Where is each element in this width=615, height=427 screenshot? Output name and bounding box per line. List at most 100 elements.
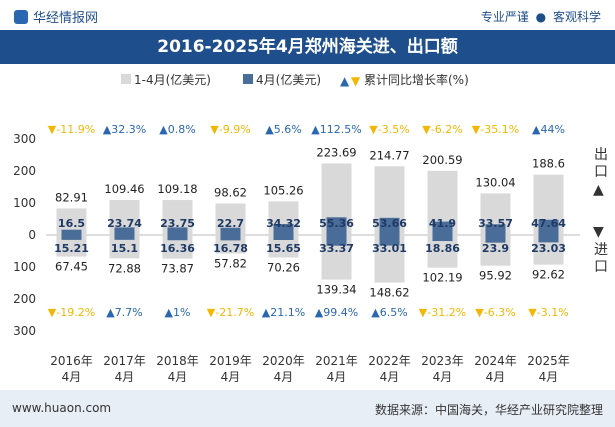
import-cum-label: 70.26 (267, 260, 300, 274)
export-cum-label: 214.77 (369, 148, 409, 162)
import-cum-label: 102.19 (422, 271, 462, 285)
x-tick-label-line2: 4月 (433, 370, 453, 384)
x-tick-label-line1: 2017年 (103, 354, 146, 368)
import-month-bar (114, 235, 135, 240)
export-month-bar (273, 224, 294, 235)
x-tick-label-line1: 2016年 (50, 354, 93, 368)
chart-title: 2016-2025年4月郑州海关进、出口额 (157, 37, 458, 57)
dot-icon: ● (535, 10, 547, 24)
x-tick-label-line1: 2020年 (262, 354, 305, 368)
export-arrow-icon: ▲ (593, 182, 604, 198)
export-growth-label: ▼-3.5% (369, 123, 409, 136)
export-month-label: 53.66 (372, 217, 407, 230)
export-month-bar (220, 227, 241, 235)
import-growth-label: ▼-21.7% (207, 306, 254, 319)
x-tick-label-line2: 4月 (115, 370, 135, 384)
import-growth-label: ▲7.7% (106, 306, 142, 319)
export-cum-label: 200.59 (422, 153, 462, 167)
tagline-2: 客观科学 (552, 10, 601, 24)
import-month-label: 33.37 (319, 242, 354, 255)
footer-website: www.huaon.com (12, 401, 112, 415)
import-month-label: 15.65 (266, 242, 301, 255)
export-month-bar (326, 217, 347, 235)
import-cum-label: 95.92 (479, 269, 512, 283)
export-month-label: 22.7 (217, 217, 244, 230)
export-cum-label: 82.91 (55, 190, 88, 204)
brand-name: 华经情报网 (33, 11, 99, 26)
legend-month-swatch (243, 74, 253, 84)
import-month-label: 23.03 (531, 242, 566, 255)
side-import-char-2: 口 (594, 259, 608, 275)
side-export-char-1: 出 (594, 147, 608, 163)
tagline-1: 专业严谨 (480, 10, 529, 24)
x-tick-label-line2: 4月 (327, 370, 347, 384)
footer: www.huaon.com 数据来源：中国海关，华经产业研究院整理 (0, 390, 615, 427)
import-growth-label: ▲99.4% (315, 306, 358, 319)
import-growth-label: ▲21.1% (262, 306, 305, 319)
export-growth-label: ▲32.3% (103, 123, 146, 136)
x-tick-label-line2: 4月 (168, 370, 188, 384)
import-cum-bar (268, 235, 299, 258)
export-cum-label: 98.62 (214, 185, 247, 199)
export-cum-label: 105.26 (263, 183, 303, 197)
import-month-label: 33.01 (372, 242, 407, 255)
import-cum-label: 73.87 (161, 262, 194, 276)
import-month-bar (273, 235, 294, 241)
import-growth-label: ▼-31.2% (419, 306, 466, 319)
y-tick-label: 300 (13, 324, 36, 338)
import-month-bar (220, 235, 241, 241)
export-month-bar (114, 227, 135, 235)
x-tick-label-line1: 2022年 (368, 354, 411, 368)
export-growth-label: ▼-6.2% (422, 123, 462, 136)
x-tick-label-line2: 4月 (486, 370, 506, 384)
export-month-bar (485, 224, 506, 235)
export-month-bar (379, 217, 400, 235)
side-export-char-2: 口 (594, 164, 608, 180)
x-tick-label-line1: 2019年 (209, 354, 252, 368)
import-cum-bar (162, 235, 193, 259)
legend-cum-label: 1-4月(亿美元) (134, 72, 211, 87)
import-month-label: 15.1 (111, 242, 138, 255)
top-bar: 华经情报网 专业严谨 ● 客观科学 (0, 0, 615, 30)
export-month-bar (167, 227, 188, 235)
export-month-label: 16.5 (58, 217, 85, 230)
export-month-label: 41.9 (429, 217, 456, 230)
export-growth-label: ▲0.8% (159, 123, 195, 136)
export-growth-label: ▲44% (532, 123, 565, 136)
x-tick-label-line2: 4月 (274, 370, 294, 384)
legend-month-label: 4月(亿美元) (256, 72, 321, 87)
import-cum-label: 139.34 (316, 283, 356, 297)
legend-up-icon: ▲ (340, 74, 350, 88)
legend: 1-4月(亿美元) 4月(亿美元) ▲ ▼ 累计同比增长率(%) (121, 72, 469, 88)
import-growth-label: ▲6.5% (371, 306, 407, 319)
data-labels: 82.91 67.45 16.5 15.21 ▼-11.9% ▼-19.2% 109.46 7… (48, 123, 569, 319)
import-month-bar (485, 235, 506, 243)
export-cum-label: 109.18 (157, 182, 197, 196)
import-month-label: 18.86 (425, 242, 460, 255)
import-month-bar (432, 235, 453, 242)
export-cum-label: 188.6 (532, 157, 565, 171)
chart: 1-4月(亿美元) 4月(亿美元) ▲ ▼ 累计同比增长率(%) 出 口 ▲ ▼… (13, 72, 608, 384)
import-cum-label: 57.82 (214, 257, 247, 271)
import-month-bar (379, 235, 400, 246)
import-cum-label: 72.88 (108, 261, 141, 275)
x-tick-label-line1: 2023年 (421, 354, 464, 368)
export-month-label: 47.64 (531, 217, 566, 230)
import-cum-bar (56, 235, 87, 257)
import-month-bar (326, 235, 347, 246)
x-axis-labels: 2016年 4月 2017年 4月 2018年 4月 2019年 4月 2020年 4月 2021年… (50, 354, 570, 384)
export-growth-label: ▼-35.1% (472, 123, 519, 136)
import-cum-bar (109, 235, 140, 259)
y-tick-label: 100 (13, 260, 36, 274)
import-month-label: 15.21 (54, 242, 89, 255)
import-growth-label: ▲1% (165, 306, 191, 319)
export-cum-label: 109.46 (104, 182, 144, 196)
side-labels: 出 口 ▲ ▼ 进 口 (593, 147, 608, 275)
export-growth-label: ▼-11.9% (48, 123, 95, 136)
y-tick-label: 300 (13, 132, 36, 146)
export-cum-label: 130.04 (475, 175, 515, 189)
y-tick-label: 0 (28, 228, 36, 242)
y-tick-label: 100 (13, 196, 36, 210)
bars (56, 163, 564, 283)
tagline: 专业严谨 ● 客观科学 (481, 8, 601, 25)
